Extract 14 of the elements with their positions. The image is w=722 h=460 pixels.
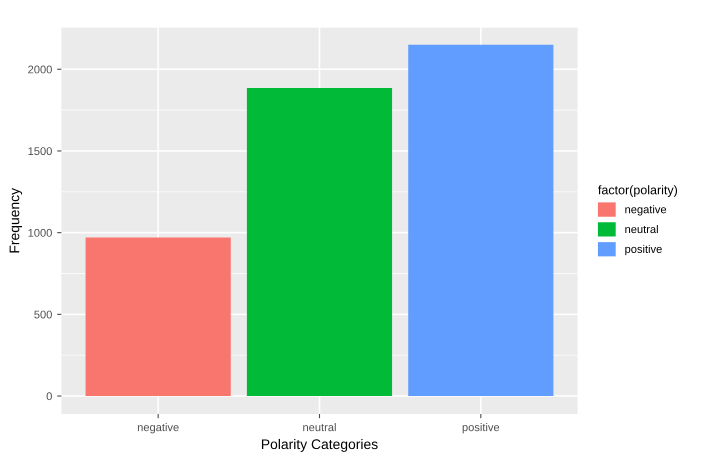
y-tick-label: 1500 [28, 147, 52, 156]
x-tick-label: neutral [303, 423, 336, 432]
legend-label: neutral [625, 224, 658, 234]
y-tick-label: 1000 [28, 228, 52, 237]
y-tick-label: 2000 [28, 66, 52, 74]
y-tick-label: 500 [34, 310, 52, 318]
legend-title: factor(polarity) [598, 185, 678, 197]
x-axis-title: Polarity Categories [262, 438, 378, 452]
y-axis-title: Frequency [10, 188, 22, 252]
x-tick-label: positive [462, 423, 500, 434]
legend-label: negative [625, 205, 666, 216]
legend-label: positive [625, 244, 662, 256]
x-tick-label: negative [138, 423, 179, 434]
y-tick-label: 0 [46, 392, 52, 400]
